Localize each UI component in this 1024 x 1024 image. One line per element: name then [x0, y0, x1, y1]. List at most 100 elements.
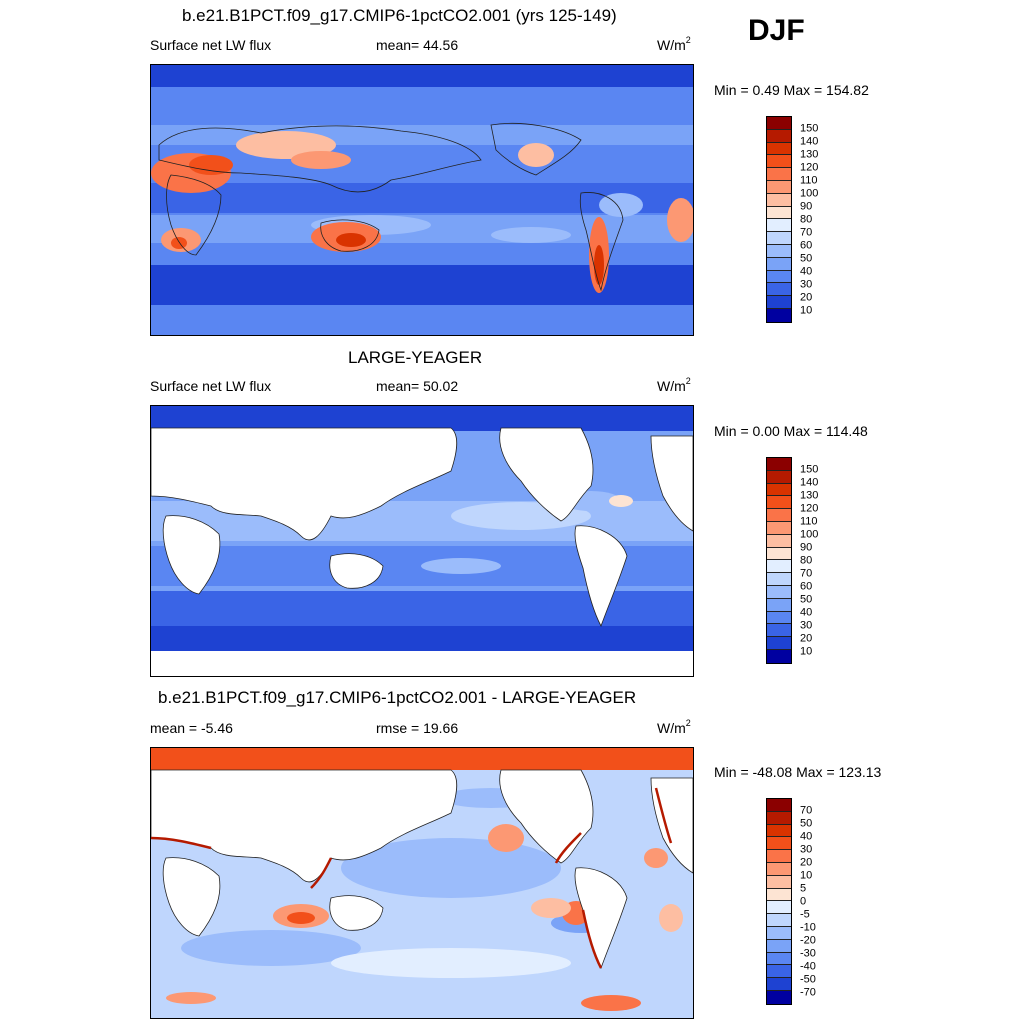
colorbar-swatch — [767, 824, 791, 838]
colorbar-tick: 60 — [800, 239, 813, 252]
colorbar-tick: 30 — [800, 843, 813, 856]
colorbar-swatch — [767, 837, 791, 851]
panel3-minmax: Min = -48.08 Max = 123.13 — [714, 764, 882, 780]
colorbar-swatch — [767, 637, 791, 650]
colorbar-swatch — [767, 624, 791, 638]
colorbar-tick: 20 — [800, 632, 813, 645]
colorbar-tick: 20 — [800, 291, 813, 304]
colorbar-tick: -40 — [800, 960, 816, 973]
colorbar-swatch — [767, 458, 791, 471]
colorbar-tick: -50 — [800, 973, 816, 986]
colorbar-swatch — [767, 990, 791, 1004]
colorbar-tick: 5 — [800, 882, 807, 895]
colorbar-swatch — [767, 180, 791, 194]
colorbar-swatch — [767, 219, 791, 233]
colorbar-tick: 20 — [800, 856, 813, 869]
colorbar-tick: 40 — [800, 606, 813, 619]
colorbar-tick: 140 — [800, 476, 819, 489]
colorbar-swatch — [767, 585, 791, 599]
panel2-minmax: Min = 0.00 Max = 114.48 — [714, 423, 868, 439]
colorbar-tick: 150 — [800, 122, 819, 135]
colorbar-tick: -70 — [800, 986, 816, 999]
colorbar-swatch — [767, 470, 791, 484]
colorbar-tick: 0 — [800, 895, 807, 908]
panel1-center-label: mean= 44.56 — [376, 37, 459, 53]
colorbar-tick: -30 — [800, 947, 816, 960]
colorbar-swatch — [767, 193, 791, 207]
colorbar-swatch — [767, 117, 791, 130]
colorbar-tick: 80 — [800, 554, 813, 567]
colorbar-swatch — [767, 496, 791, 510]
colorbar-tick: 30 — [800, 278, 813, 291]
colorbar-swatch — [767, 483, 791, 497]
colorbar-tick: 10 — [800, 869, 813, 882]
colorbar-swatch — [767, 296, 791, 309]
colorbar-swatch — [767, 232, 791, 245]
colorbar-tick: 50 — [800, 252, 813, 265]
colorbar-tick: -20 — [800, 934, 816, 947]
panel3-units: W/m2 — [657, 718, 691, 736]
colorbar-tick: 50 — [800, 593, 813, 606]
colorbar-tick: 50 — [800, 817, 813, 830]
colorbar-swatch — [767, 509, 791, 522]
colorbar-swatch — [767, 244, 791, 258]
colorbar-swatch — [767, 875, 791, 889]
colorbar-tick: -5 — [800, 908, 810, 921]
colorbar-tick: -10 — [800, 921, 816, 934]
panel2-center-label: mean= 50.02 — [376, 378, 459, 394]
colorbar-swatch — [767, 598, 791, 612]
colorbar-tick: 70 — [800, 567, 813, 580]
colorbar-tick: 80 — [800, 213, 813, 226]
colorbar-swatch — [767, 283, 791, 297]
colorbar-tick: 10 — [800, 304, 813, 317]
panel2-colorbar — [766, 457, 792, 664]
colorbar-swatch — [767, 939, 791, 953]
panel3-map — [150, 747, 694, 1019]
colorbar-swatch — [767, 534, 791, 548]
colorbar-swatch — [767, 952, 791, 966]
panel2-units: W/m2 — [657, 376, 691, 394]
colorbar-tick: 150 — [800, 463, 819, 476]
colorbar-tick: 110 — [800, 515, 818, 528]
colorbar-tick: 100 — [800, 528, 819, 541]
colorbar-tick: 70 — [800, 804, 813, 817]
colorbar-tick: 30 — [800, 619, 813, 632]
colorbar-swatch — [767, 521, 791, 535]
colorbar-swatch — [767, 168, 791, 181]
colorbar-swatch — [767, 142, 791, 156]
colorbar-swatch — [767, 862, 791, 876]
colorbar-swatch — [767, 308, 791, 322]
colorbar-swatch — [767, 560, 791, 574]
panel1-left-label: Surface net LW flux — [150, 37, 272, 53]
colorbar-tick: 90 — [800, 541, 813, 554]
colorbar-swatch — [767, 799, 791, 812]
colorbar-swatch — [767, 206, 791, 220]
colorbar-swatch — [767, 270, 791, 284]
colorbar-tick: 10 — [800, 645, 813, 658]
season-label: DJF — [748, 14, 805, 47]
colorbar-tick: 110 — [800, 174, 818, 187]
colorbar-swatch — [767, 926, 791, 940]
colorbar-tick: 70 — [800, 226, 813, 239]
panel3-left-label: mean = -5.46 — [150, 720, 233, 736]
colorbar-swatch — [767, 978, 791, 991]
colorbar-tick: 130 — [800, 148, 819, 161]
panel3-title: b.e21.B1PCT.f09_g17.CMIP6-1pctCO2.001 - … — [158, 688, 637, 707]
colorbar-tick: 40 — [800, 265, 813, 278]
colorbar-tick: 100 — [800, 187, 819, 200]
colorbar-swatch — [767, 611, 791, 625]
colorbar-swatch — [767, 155, 791, 169]
colorbar-tick: 140 — [800, 135, 819, 148]
panel2-left-label: Surface net LW flux — [150, 378, 272, 394]
colorbar-tick: 120 — [800, 502, 819, 515]
colorbar-swatch — [767, 547, 791, 561]
panel3-colorbar — [766, 798, 792, 1005]
panel1-minmax: Min = 0.49 Max = 154.82 — [714, 82, 869, 98]
colorbar-tick: 130 — [800, 489, 819, 502]
panel2-map — [150, 405, 694, 677]
colorbar-swatch — [767, 914, 791, 927]
panel1-map — [150, 64, 694, 336]
colorbar-swatch — [767, 649, 791, 663]
colorbar-swatch — [767, 573, 791, 586]
colorbar-swatch — [767, 850, 791, 863]
